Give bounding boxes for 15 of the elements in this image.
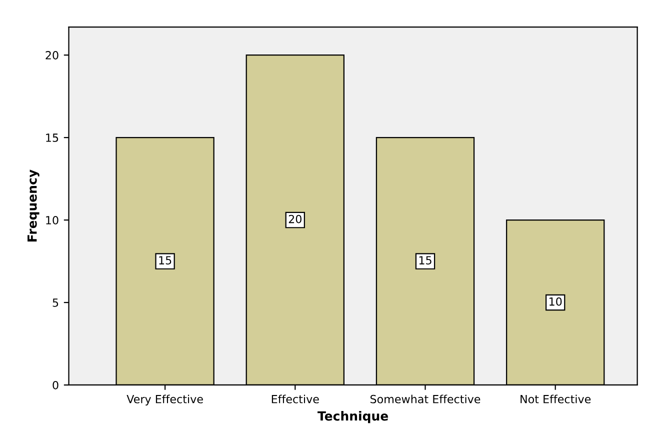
x-tick-label: Not Effective — [520, 394, 591, 404]
y-tick-label: 5 — [52, 298, 58, 307]
data-label: 20 — [288, 214, 302, 224]
x-tick-label: Very Effective — [126, 394, 203, 406]
data-label: 15 — [159, 256, 172, 264]
y-tick-label: 10 — [46, 216, 58, 224]
y-tick-label: 0 — [52, 380, 58, 390]
y-tick-label: 20 — [46, 51, 58, 60]
y-axis-title: Frequency — [28, 170, 40, 242]
x-axis-title: Technique — [318, 411, 388, 424]
x-tick-label: Effective — [272, 394, 319, 404]
x-tick-label: Somewhat Effective — [370, 394, 480, 404]
data-label: 15 — [419, 256, 432, 264]
y-tick-label: 15 — [46, 134, 58, 142]
data-label: 10 — [550, 297, 562, 306]
